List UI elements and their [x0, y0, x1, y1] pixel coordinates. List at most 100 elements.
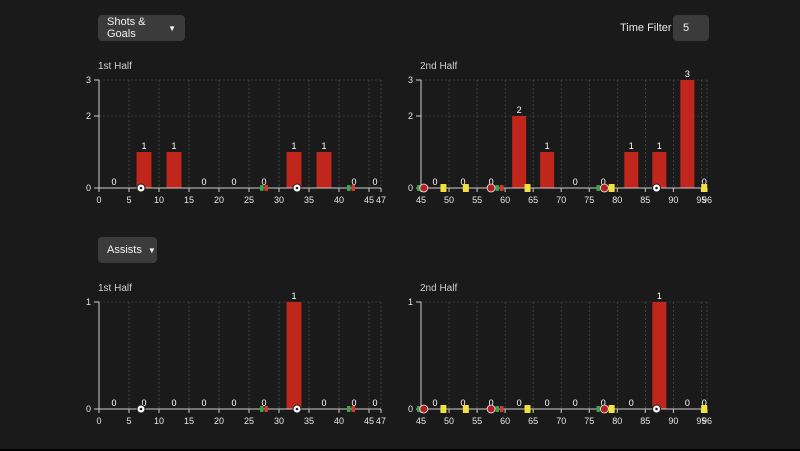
y-tick-label: 3 — [408, 75, 413, 85]
x-tick-label: 25 — [244, 195, 254, 205]
substitution-icon — [495, 406, 500, 412]
red-ball-icon — [599, 183, 609, 193]
x-tick-label: 50 — [444, 195, 454, 205]
y-tick-label: 1 — [408, 297, 413, 307]
chart-title: 1st Half — [98, 283, 132, 294]
shots-goals-dropdown[interactable]: Shots & Goals ▼ — [98, 15, 185, 41]
bar-value-label: 1 — [657, 141, 662, 151]
x-tick-label: 40 — [334, 416, 344, 426]
bar — [624, 152, 639, 188]
bar-value-label: 0 — [261, 177, 266, 187]
ball-icon-center — [139, 186, 143, 190]
chart-assists-2nd-half: 2nd Half 0 0 0 0 0 0 0 0 1 0 0 0 1 45 50 55 60 65 70 75 80 85 9… — [408, 283, 712, 426]
substitution-icon — [417, 406, 421, 412]
yellow-card-icon — [701, 184, 708, 192]
bar-value-label: 2 — [517, 105, 522, 115]
y-tick-label: 0 — [86, 404, 91, 414]
yellow-card-icon — [440, 184, 447, 192]
bar-value-label: 0 — [261, 398, 266, 408]
bar-value-label: 0 — [601, 398, 606, 408]
x-tick-label: 75 — [584, 416, 594, 426]
x-tick-label: 90 — [668, 195, 678, 205]
time-filter-label: Time Filter — [620, 22, 672, 34]
x-tick-label: 30 — [274, 416, 284, 426]
yellow-card-icon — [462, 405, 469, 413]
bar-value-label: 0 — [231, 177, 236, 187]
bar-value-label: 1 — [291, 141, 296, 151]
x-tick-label: 35 — [304, 416, 314, 426]
bar-value-label: 1 — [321, 141, 326, 151]
y-tick-label: 0 — [408, 183, 413, 193]
bar-value-label: 1 — [657, 291, 662, 301]
substitution-icon — [596, 406, 600, 412]
x-tick-label: 45 — [416, 195, 426, 205]
bar-value-label: 0 — [461, 177, 466, 187]
y-tick-label: 0 — [408, 404, 413, 414]
bar — [652, 302, 667, 409]
substitution-icon-out — [500, 406, 504, 412]
x-tick-label: 96 — [702, 195, 712, 205]
x-tick-label: 90 — [668, 416, 678, 426]
ball-icon-center — [139, 407, 143, 411]
bar — [512, 116, 527, 188]
x-tick-label: 96 — [702, 416, 712, 426]
y-tick-label: 0 — [86, 183, 91, 193]
substitution-icon — [347, 406, 351, 412]
x-tick-label: 45 — [364, 195, 374, 205]
bar-value-label: 0 — [489, 177, 494, 187]
substitution-icon — [596, 185, 600, 191]
substitution-icon-out — [264, 406, 268, 412]
bar-value-label: 0 — [111, 177, 116, 187]
ball-icon-center — [655, 407, 658, 411]
bar-value-label: 1 — [141, 141, 146, 151]
substitution-icon — [495, 185, 500, 191]
x-tick-label: 25 — [244, 416, 254, 426]
red-ball-icon — [419, 183, 429, 193]
chart-title: 2nd Half — [420, 283, 457, 294]
chart-title: 2nd Half — [420, 61, 457, 72]
x-tick-label: 0 — [96, 195, 101, 205]
substitution-icon — [347, 185, 351, 191]
x-tick-label: 85 — [640, 195, 650, 205]
bar-value-label: 0 — [201, 398, 206, 408]
x-tick-label: 10 — [154, 416, 164, 426]
bar-value-label: 0 — [171, 398, 176, 408]
x-tick-label: 45 — [364, 416, 374, 426]
chart-shots-2nd-half: 2nd Half 0 0 0 2 1 0 0 1 1 3 0 0 2 3 45 50 55 60 65 70 75 80 85… — [408, 61, 712, 205]
bar-value-label: 0 — [351, 177, 356, 187]
red-ball-icon — [599, 404, 609, 414]
assists-dropdown[interactable]: Assists ▼ — [98, 237, 157, 263]
x-tick-label: 55 — [472, 416, 482, 426]
bar — [680, 80, 695, 188]
yellow-card-icon — [524, 405, 531, 413]
yellow-card-icon — [524, 184, 531, 192]
x-tick-label: 75 — [584, 195, 594, 205]
substitution-icon — [260, 185, 264, 191]
bar-value-label: 0 — [321, 398, 326, 408]
red-ball-icon — [419, 404, 429, 414]
x-tick-label: 20 — [214, 195, 224, 205]
bar-value-label: 0 — [629, 398, 634, 408]
bar — [316, 152, 332, 188]
x-tick-label: 35 — [304, 195, 314, 205]
bar-value-label: 0 — [545, 398, 550, 408]
x-tick-label: 30 — [274, 195, 284, 205]
red-ball-icon — [486, 404, 496, 414]
x-tick-label: 65 — [528, 416, 538, 426]
substitution-icon — [260, 406, 264, 412]
y-tick-label: 2 — [408, 111, 413, 121]
bar-value-label: 0 — [433, 398, 438, 408]
bar-value-label: 0 — [702, 177, 707, 187]
bar-value-label: 0 — [573, 398, 578, 408]
yellow-card-icon — [608, 405, 615, 413]
time-filter-input[interactable] — [673, 15, 709, 41]
shots-goals-dropdown-label: Shots & Goals — [107, 16, 146, 40]
x-tick-label: 95 — [696, 195, 706, 205]
bar — [540, 152, 555, 188]
bar-value-label: 1 — [629, 141, 634, 151]
substitution-icon-out — [351, 185, 355, 191]
x-tick-label: 5 — [126, 416, 131, 426]
bar-value-label: 0 — [372, 177, 377, 187]
bar-value-label: 0 — [685, 398, 690, 408]
